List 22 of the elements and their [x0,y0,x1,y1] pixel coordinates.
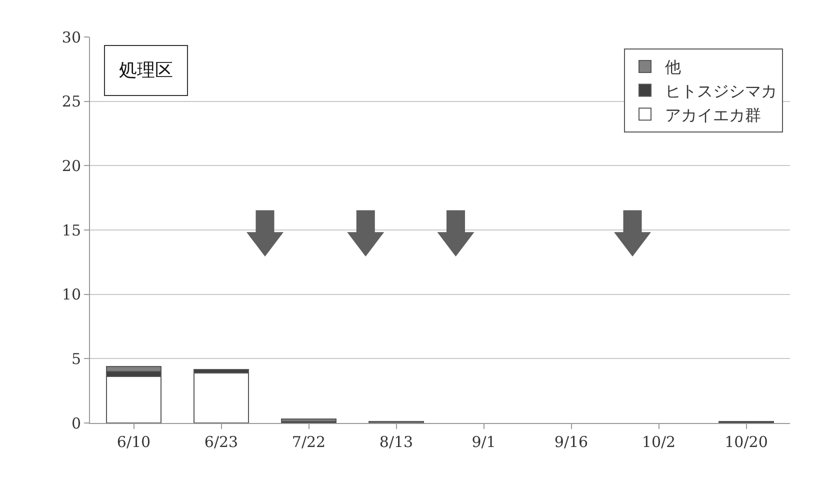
x-tick-label: 9/1 [472,433,496,451]
x-tick-label: 10/20 [724,433,768,451]
bar [281,418,336,422]
y-tick-label: 25 [62,92,81,111]
bar [194,372,249,423]
y-tick-label: 30 [62,28,81,46]
x-tick-label: 6/23 [204,433,238,451]
x-tick-label: 6/10 [116,433,151,451]
y-tick-label: 15 [62,221,81,240]
y-tick-label: 5 [71,350,81,368]
legend-label: アカイエカ群 [665,105,761,124]
x-tick-label: 8/13 [379,433,414,451]
legend-label: ヒトスジシマカ [665,82,777,101]
y-tick-label: 20 [62,156,81,175]
y-tick-label: 10 [62,286,81,304]
y-tick-label: 0 [71,414,81,432]
x-tick-label: 9/16 [554,433,588,451]
bar [106,376,162,423]
legend-label: 他 [665,58,681,77]
text: 処理区 [119,60,173,81]
x-tick-label: 7/22 [292,433,326,451]
x-tick-label: 10/2 [642,433,676,451]
